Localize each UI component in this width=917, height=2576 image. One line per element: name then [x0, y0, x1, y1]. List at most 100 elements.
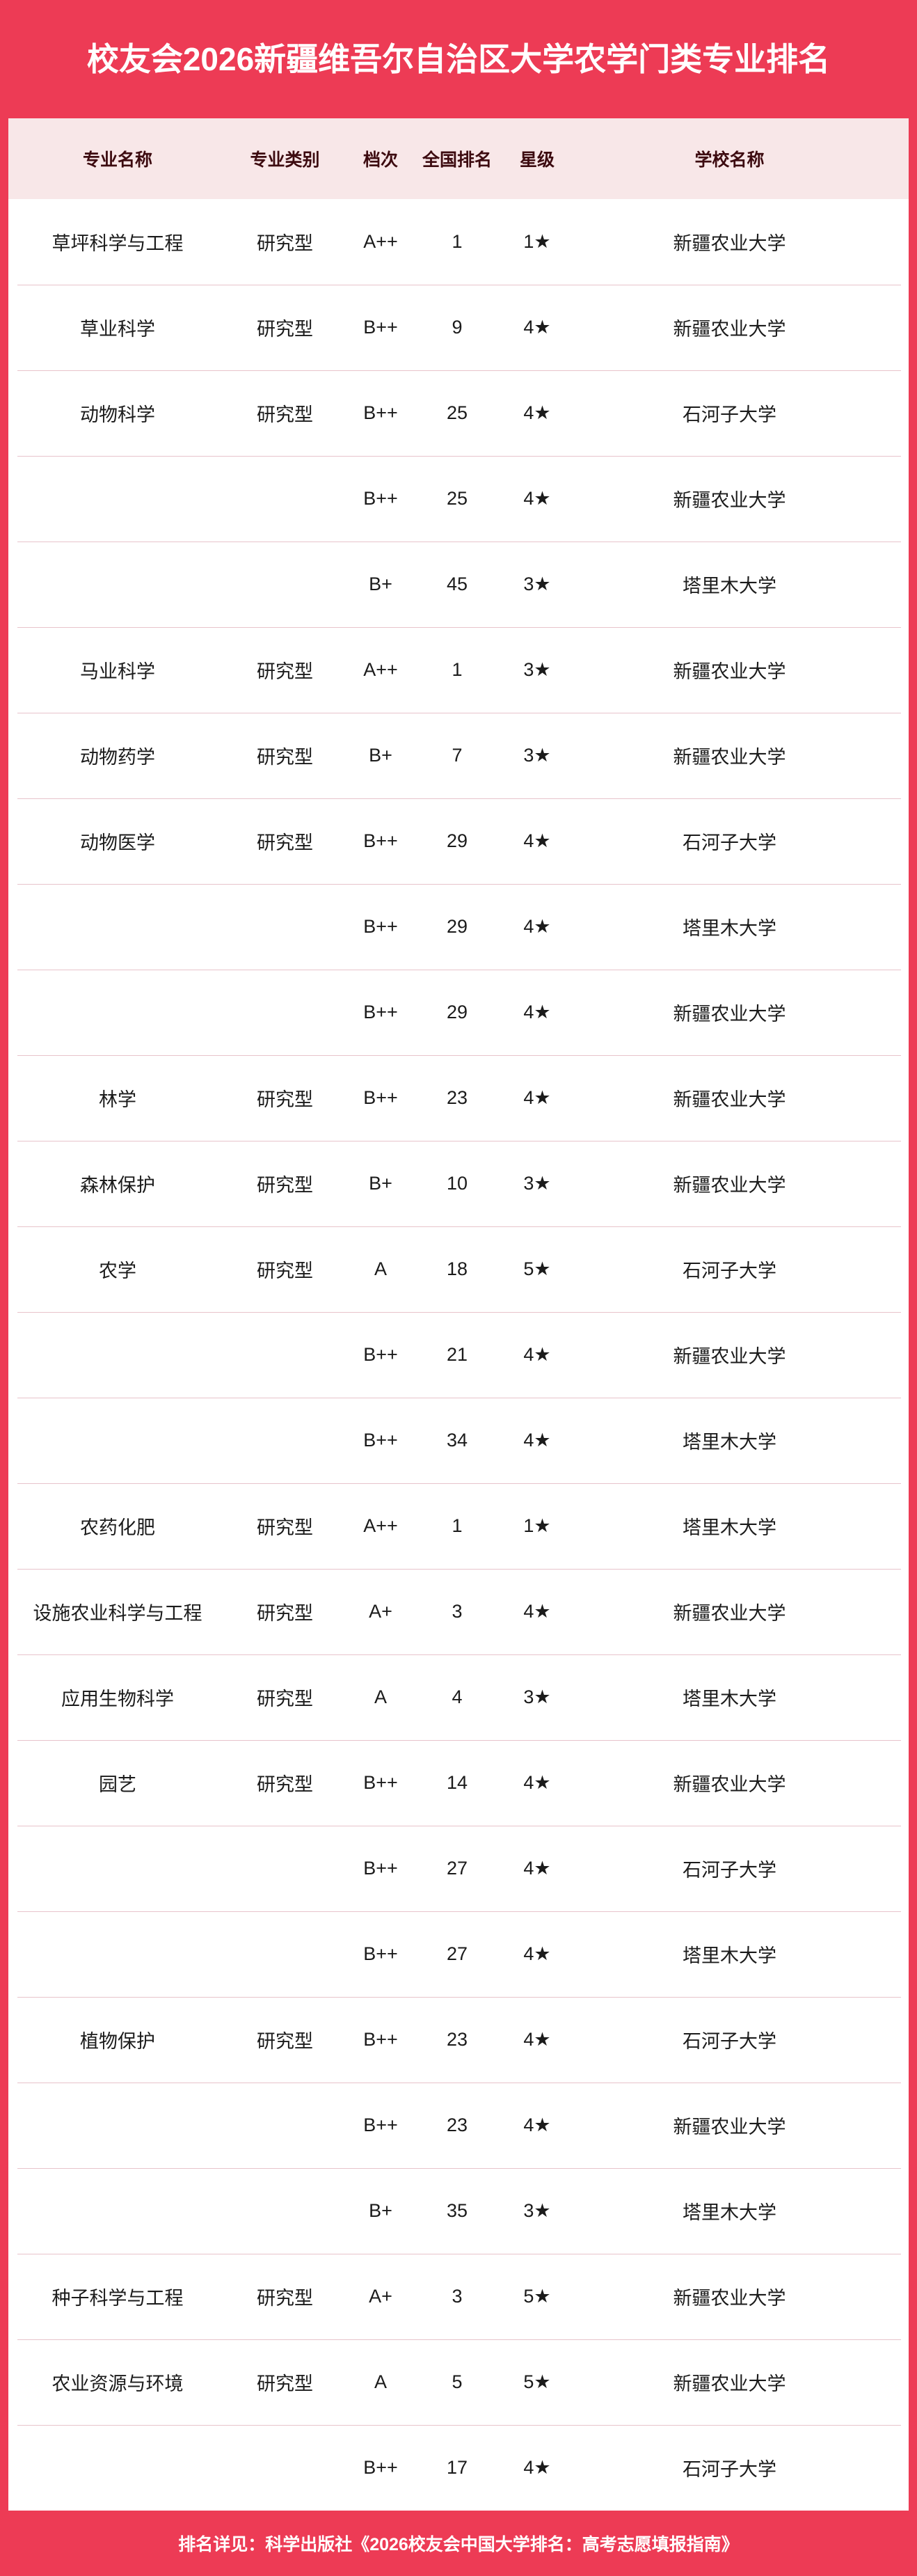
table-body: 草坪科学与工程 研究型 A++ 1 1★ 新疆农业大学 草业科学 研究型 B++ 9 4★ 新疆农业大…	[8, 199, 909, 2511]
cell-star-rating: 4★	[523, 1344, 551, 1365]
table-row[interactable]: 动物药学 研究型 B+ 7 3★ 新疆农业大学	[8, 713, 909, 798]
cell-tier: B+	[369, 1173, 392, 1194]
cell-star-rating: 4★	[523, 916, 551, 937]
cell-national-rank: 1	[452, 659, 463, 680]
table-row[interactable]: B++ 34 4★ 塔里木大学	[8, 1398, 909, 1483]
cell-major-name: 种子科学与工程	[51, 2288, 184, 2309]
cell-tier: B+	[369, 745, 392, 766]
cell-major-type: 研究型	[257, 2373, 313, 2394]
table-row[interactable]: 马业科学 研究型 A++ 1 3★ 新疆农业大学	[8, 627, 909, 713]
table-row[interactable]: 农业资源与环境 研究型 A 5 5★ 新疆农业大学	[8, 2339, 909, 2425]
table-row[interactable]: 应用生物科学 研究型 A 4 3★ 塔里木大学	[8, 1654, 909, 1740]
cell-star-rating: 4★	[523, 1858, 551, 1879]
cell-star-rating: 4★	[523, 1002, 551, 1022]
cell-tier: B++	[363, 830, 398, 851]
table-row[interactable]: 种子科学与工程 研究型 A+ 3 5★ 新疆农业大学	[8, 2254, 909, 2339]
table-row[interactable]: 林学 研究型 B++ 23 4★ 新疆农业大学	[8, 1055, 909, 1141]
cell-star-rating: 4★	[523, 1601, 551, 1622]
cell-tier: A++	[363, 231, 398, 252]
cell-national-rank: 45	[446, 574, 468, 594]
cell-tier: A++	[363, 659, 398, 680]
table-row[interactable]: 草坪科学与工程 研究型 A++ 1 1★ 新疆农业大学	[8, 199, 909, 285]
cell-national-rank: 23	[446, 2029, 468, 2050]
cell-school-name: 塔里木大学	[683, 1689, 776, 1709]
cell-major-name: 动物药学	[80, 747, 155, 768]
cell-national-rank: 25	[446, 402, 468, 423]
table-row[interactable]: B++ 29 4★ 塔里木大学	[8, 884, 909, 970]
table-row[interactable]: B++ 27 4★ 石河子大学	[8, 1826, 909, 1911]
cell-star-rating: 4★	[523, 1087, 551, 1108]
table-row[interactable]: B++ 27 4★ 塔里木大学	[8, 1911, 909, 1997]
cell-school-name: 石河子大学	[683, 2459, 776, 2480]
cell-star-rating: 3★	[523, 1173, 551, 1194]
cell-national-rank: 23	[446, 1087, 468, 1108]
column-header-tier: 档次	[362, 150, 398, 170]
cell-major-name: 森林保护	[80, 1175, 155, 1196]
cell-star-rating: 4★	[523, 830, 551, 851]
cell-star-rating: 5★	[523, 2371, 551, 2392]
cell-school-name: 石河子大学	[683, 404, 776, 425]
cell-major-name: 应用生物科学	[61, 1689, 174, 1709]
column-header-national-rank: 全国排名	[422, 150, 492, 170]
column-header-school-name: 学校名称	[694, 150, 765, 170]
table-row[interactable]: 设施农业科学与工程 研究型 A+ 3 4★ 新疆农业大学	[8, 1569, 909, 1654]
title-banner: 校友会2026新疆维吾尔自治区大学农学门类专业排名	[0, 0, 917, 118]
cell-major-type: 研究型	[257, 1689, 313, 1709]
cell-tier: B+	[369, 574, 392, 594]
table-row[interactable]: 植物保护 研究型 B++ 23 4★ 石河子大学	[8, 1997, 909, 2083]
cell-major-type: 研究型	[257, 1517, 313, 1538]
cell-school-name: 塔里木大学	[683, 1517, 776, 1538]
cell-tier: B++	[363, 1087, 398, 1108]
table-row[interactable]: B++ 23 4★ 新疆农业大学	[8, 2083, 909, 2168]
cell-tier: B++	[363, 1430, 398, 1451]
cell-tier: B++	[363, 2029, 398, 2050]
cell-tier: B++	[363, 916, 398, 937]
table-row[interactable]: B+ 35 3★ 塔里木大学	[8, 2168, 909, 2254]
cell-school-name: 塔里木大学	[683, 576, 776, 596]
cell-star-rating: 4★	[523, 1430, 551, 1451]
cell-major-name: 园艺	[99, 1774, 136, 1795]
cell-national-rank: 27	[446, 1943, 468, 1964]
table-row[interactable]: 园艺 研究型 B++ 14 4★ 新疆农业大学	[8, 1740, 909, 1826]
cell-tier: B++	[363, 1858, 398, 1879]
cell-school-name: 新疆农业大学	[673, 1175, 786, 1196]
table-row[interactable]: 草业科学 研究型 B++ 9 4★ 新疆农业大学	[8, 285, 909, 370]
cell-national-rank: 1	[452, 1515, 463, 1536]
table-row[interactable]: B++ 17 4★ 石河子大学	[8, 2425, 909, 2511]
table-row[interactable]: 动物医学 研究型 B++ 29 4★ 石河子大学	[8, 798, 909, 884]
cell-major-type: 研究型	[257, 319, 313, 340]
table-row[interactable]: 农药化肥 研究型 A++ 1 1★ 塔里木大学	[8, 1483, 909, 1569]
cell-tier: A+	[369, 2286, 392, 2307]
cell-star-rating: 4★	[523, 317, 551, 338]
cell-national-rank: 25	[446, 488, 468, 509]
cell-school-name: 石河子大学	[683, 1261, 776, 1281]
cell-tier: B+	[369, 2200, 392, 2221]
cell-school-name: 石河子大学	[683, 832, 776, 853]
table-row[interactable]: B++ 25 4★ 新疆农业大学	[8, 456, 909, 542]
cell-national-rank: 3	[452, 2286, 463, 2307]
cell-major-name: 设施农业科学与工程	[33, 1603, 202, 1624]
cell-star-rating: 3★	[523, 745, 551, 766]
cell-star-rating: 3★	[523, 659, 551, 680]
cell-national-rank: 27	[446, 1858, 468, 1879]
cell-national-rank: 29	[446, 830, 468, 851]
cell-school-name: 塔里木大学	[683, 918, 776, 939]
cell-school-name: 塔里木大学	[683, 1432, 776, 1453]
table-row[interactable]: 动物科学 研究型 B++ 25 4★ 石河子大学	[8, 370, 909, 456]
page-title: 校友会2026新疆维吾尔自治区大学农学门类专业排名	[86, 41, 831, 77]
cell-major-name: 动物科学	[80, 404, 155, 425]
table-row[interactable]: B++ 29 4★ 新疆农业大学	[8, 970, 909, 1055]
cell-tier: B++	[363, 1772, 398, 1793]
table-row[interactable]: 农学 研究型 A 18 5★ 石河子大学	[8, 1226, 909, 1312]
cell-national-rank: 29	[446, 1002, 468, 1022]
cell-major-name: 农业资源与环境	[51, 2373, 184, 2394]
table-row[interactable]: B+ 45 3★ 塔里木大学	[8, 542, 909, 627]
cell-national-rank: 21	[446, 1344, 468, 1365]
cell-school-name: 新疆农业大学	[673, 1774, 786, 1795]
cell-star-rating: 4★	[523, 2029, 551, 2050]
cell-school-name: 新疆农业大学	[673, 661, 786, 682]
table-header-row: 专业名称 专业类别 档次 全国排名 星级 学校名称	[8, 118, 909, 199]
table-row[interactable]: B++ 21 4★ 新疆农业大学	[8, 1312, 909, 1398]
table-row[interactable]: 森林保护 研究型 B+ 10 3★ 新疆农业大学	[8, 1141, 909, 1226]
